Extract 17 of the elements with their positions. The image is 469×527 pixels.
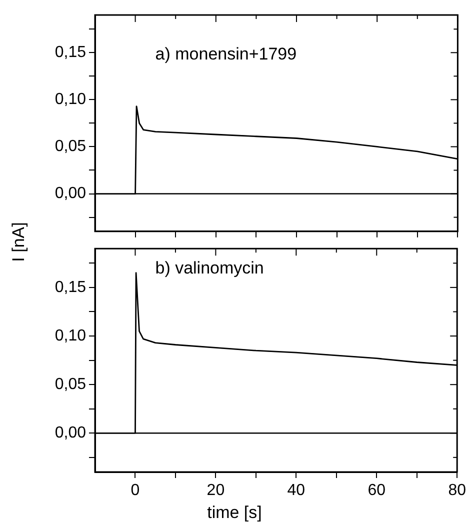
y-tick-label: 0,15: [54, 278, 86, 296]
x-tick-label: 40: [287, 482, 306, 500]
x-tick-label: 0: [130, 482, 140, 500]
y-tick-label: 0,10: [54, 91, 86, 108]
x-tick-label: 60: [368, 482, 386, 500]
x-axis-title: time [s]: [206, 503, 263, 523]
y-axis-title: I [nA]: [9, 221, 29, 264]
text: b) valinomycin: [155, 258, 264, 278]
y-tick-label: 0,05: [54, 376, 86, 393]
y-tick-label: 0,00: [54, 185, 86, 202]
text: a) monensin+1799: [155, 44, 297, 64]
x-tick-label: 80: [448, 482, 466, 500]
x-tick-label: 20: [206, 482, 225, 500]
y-tick-label: 0,05: [54, 138, 86, 156]
y-tick-label: 0,00: [54, 424, 86, 442]
y-tick-label: 0,10: [54, 327, 86, 344]
y-tick-label: 0,15: [54, 44, 86, 62]
